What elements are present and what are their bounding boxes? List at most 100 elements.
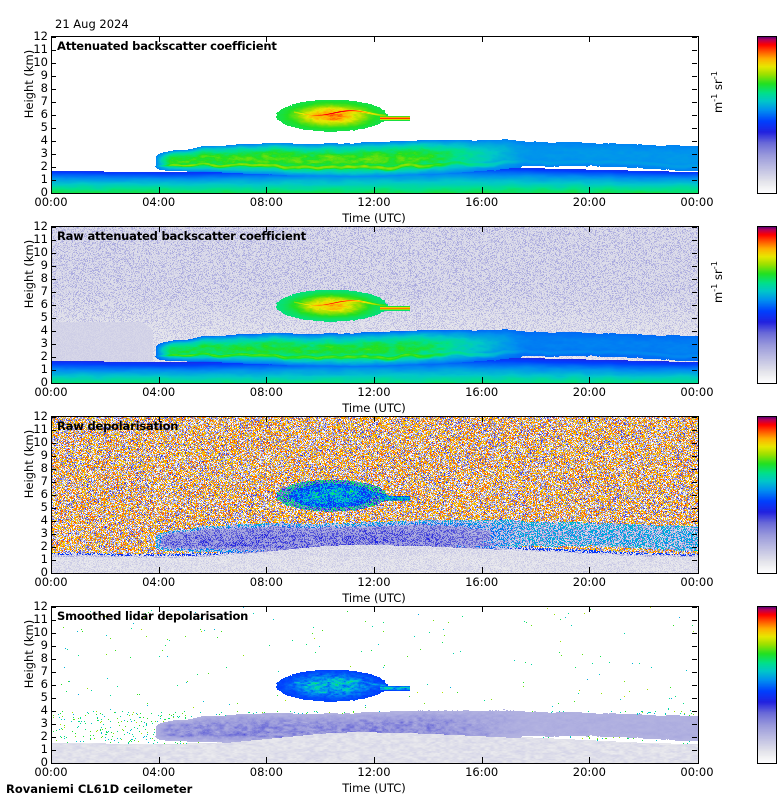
colorbar-gradient [758, 607, 776, 763]
x-tick-label: 20:00 [572, 765, 606, 779]
x-tick-mark [589, 416, 590, 422]
y-tick-label: 1 [40, 362, 48, 376]
x-tick-label: 20:00 [572, 575, 606, 589]
panel-title-raw-depolarisation: Raw depolarisation [57, 419, 179, 433]
y-tick-mark [51, 560, 56, 561]
x-tick-mark [159, 416, 160, 422]
y-tick-mark [51, 763, 56, 764]
y-tick-mark [692, 227, 697, 228]
y-tick-mark [51, 495, 56, 496]
plot-area-raw-attenuated-backscatter[interactable] [51, 226, 699, 384]
y-tick-label: 2 [40, 349, 48, 363]
heatmap-canvas-raw-attenuated-backscatter [52, 227, 698, 383]
y-tick-label: 2 [40, 159, 48, 173]
y-tick-mark [51, 646, 56, 647]
x-tick-mark [266, 36, 267, 42]
x-tick-mark [266, 606, 267, 612]
y-tick-label: 11 [33, 612, 48, 626]
colorbar-ticks: 0.30.250.20.150.10.050 [0, 405, 780, 595]
x-tick-label: 12:00 [357, 195, 391, 209]
y-tick-mark [692, 685, 697, 686]
y-tick-mark [692, 482, 697, 483]
y-tick-mark [51, 227, 56, 228]
y-tick-mark [692, 672, 697, 673]
unit-m-exp: -1 [709, 283, 720, 292]
colorbar-smoothed-lidar-depolarisation [757, 606, 777, 764]
y-tick-mark [51, 633, 56, 634]
colorbar-unit-label: m-1 sr-1 [709, 62, 725, 122]
x-tick-mark [266, 377, 267, 383]
y-tick-label: 5 [40, 310, 48, 324]
y-tick-label: 12 [33, 219, 48, 233]
x-tick-label: 00:00 [34, 765, 68, 779]
y-tick-mark [692, 456, 697, 457]
panel-raw-attenuated-backscatter: Raw attenuated backscatter coefficient 0 1… [0, 215, 780, 415]
y-tick-mark [692, 620, 697, 621]
y-tick-mark [692, 331, 697, 332]
x-tick-label: 00:00 [34, 385, 68, 399]
panel-title-attenuated-backscatter: Attenuated backscatter coefficient [57, 39, 277, 53]
y-tick-label: 11 [33, 422, 48, 436]
x-tick-mark [482, 416, 483, 422]
y-tick-mark [51, 534, 56, 535]
colorbar-raw-depolarisation [757, 416, 777, 574]
x-axis-label: Time (UTC) [342, 781, 406, 795]
x-tick-mark [159, 606, 160, 612]
y-tick-mark [51, 344, 56, 345]
x-tick-label: 08:00 [249, 575, 283, 589]
y-tick-mark [692, 573, 697, 574]
x-tick-label: 00:00 [680, 385, 714, 399]
y-tick-label: 9 [40, 68, 48, 82]
x-tick-label: 04:00 [142, 385, 176, 399]
y-tick-label: 12 [33, 599, 48, 613]
y-tick-label: 9 [40, 448, 48, 462]
y-tick-mark [51, 456, 56, 457]
x-tick-mark [374, 757, 375, 763]
y-tick-label: 3 [40, 526, 48, 540]
y-tick-mark [692, 167, 697, 168]
y-tick-mark [51, 37, 56, 38]
y-tick-label: 6 [40, 487, 48, 501]
x-tick-mark [159, 377, 160, 383]
x-tick-label: 16:00 [465, 385, 499, 399]
y-tick-mark [51, 63, 56, 64]
y-tick-mark [692, 508, 697, 509]
y-tick-mark [51, 711, 56, 712]
y-tick-mark [51, 685, 56, 686]
colorbar-ticks: 10-410-510-610-7 [0, 215, 780, 405]
y-tick-mark [51, 672, 56, 673]
x-axis-label: Time (UTC) [342, 401, 406, 415]
x-tick-label: 00:00 [34, 195, 68, 209]
y-tick-label: 3 [40, 336, 48, 350]
x-tick-label: 20:00 [572, 195, 606, 209]
y-tick-mark [692, 737, 697, 738]
y-tick-label: 3 [40, 716, 48, 730]
x-tick-mark [374, 36, 375, 42]
y-tick-label: 11 [33, 42, 48, 56]
y-tick-mark [692, 76, 697, 77]
y-tick-mark [51, 167, 56, 168]
unit-sr-exp: -1 [709, 260, 720, 270]
y-tick-mark [692, 633, 697, 634]
y-tick-mark [692, 50, 697, 51]
y-tick-mark [51, 141, 56, 142]
y-tick-mark [692, 279, 697, 280]
plot-area-attenuated-backscatter[interactable] [51, 36, 699, 194]
x-tick-mark [482, 187, 483, 193]
y-tick-mark [692, 370, 697, 371]
x-tick-mark [374, 606, 375, 612]
plot-area-smoothed-lidar-depolarisation[interactable] [51, 606, 699, 764]
x-tick-mark [159, 36, 160, 42]
plot-area-raw-depolarisation[interactable] [51, 416, 699, 574]
y-tick-mark [692, 318, 697, 319]
y-tick-label: 8 [40, 461, 48, 475]
y-tick-mark [51, 50, 56, 51]
y-tick-mark [692, 305, 697, 306]
y-tick-mark [692, 253, 697, 254]
y-tick-label: 6 [40, 297, 48, 311]
y-tick-label: 10 [33, 435, 48, 449]
y-tick-label: 10 [33, 245, 48, 259]
y-tick-label: 2 [40, 729, 48, 743]
y-tick-mark [692, 443, 697, 444]
y-tick-label: 2 [40, 539, 48, 553]
